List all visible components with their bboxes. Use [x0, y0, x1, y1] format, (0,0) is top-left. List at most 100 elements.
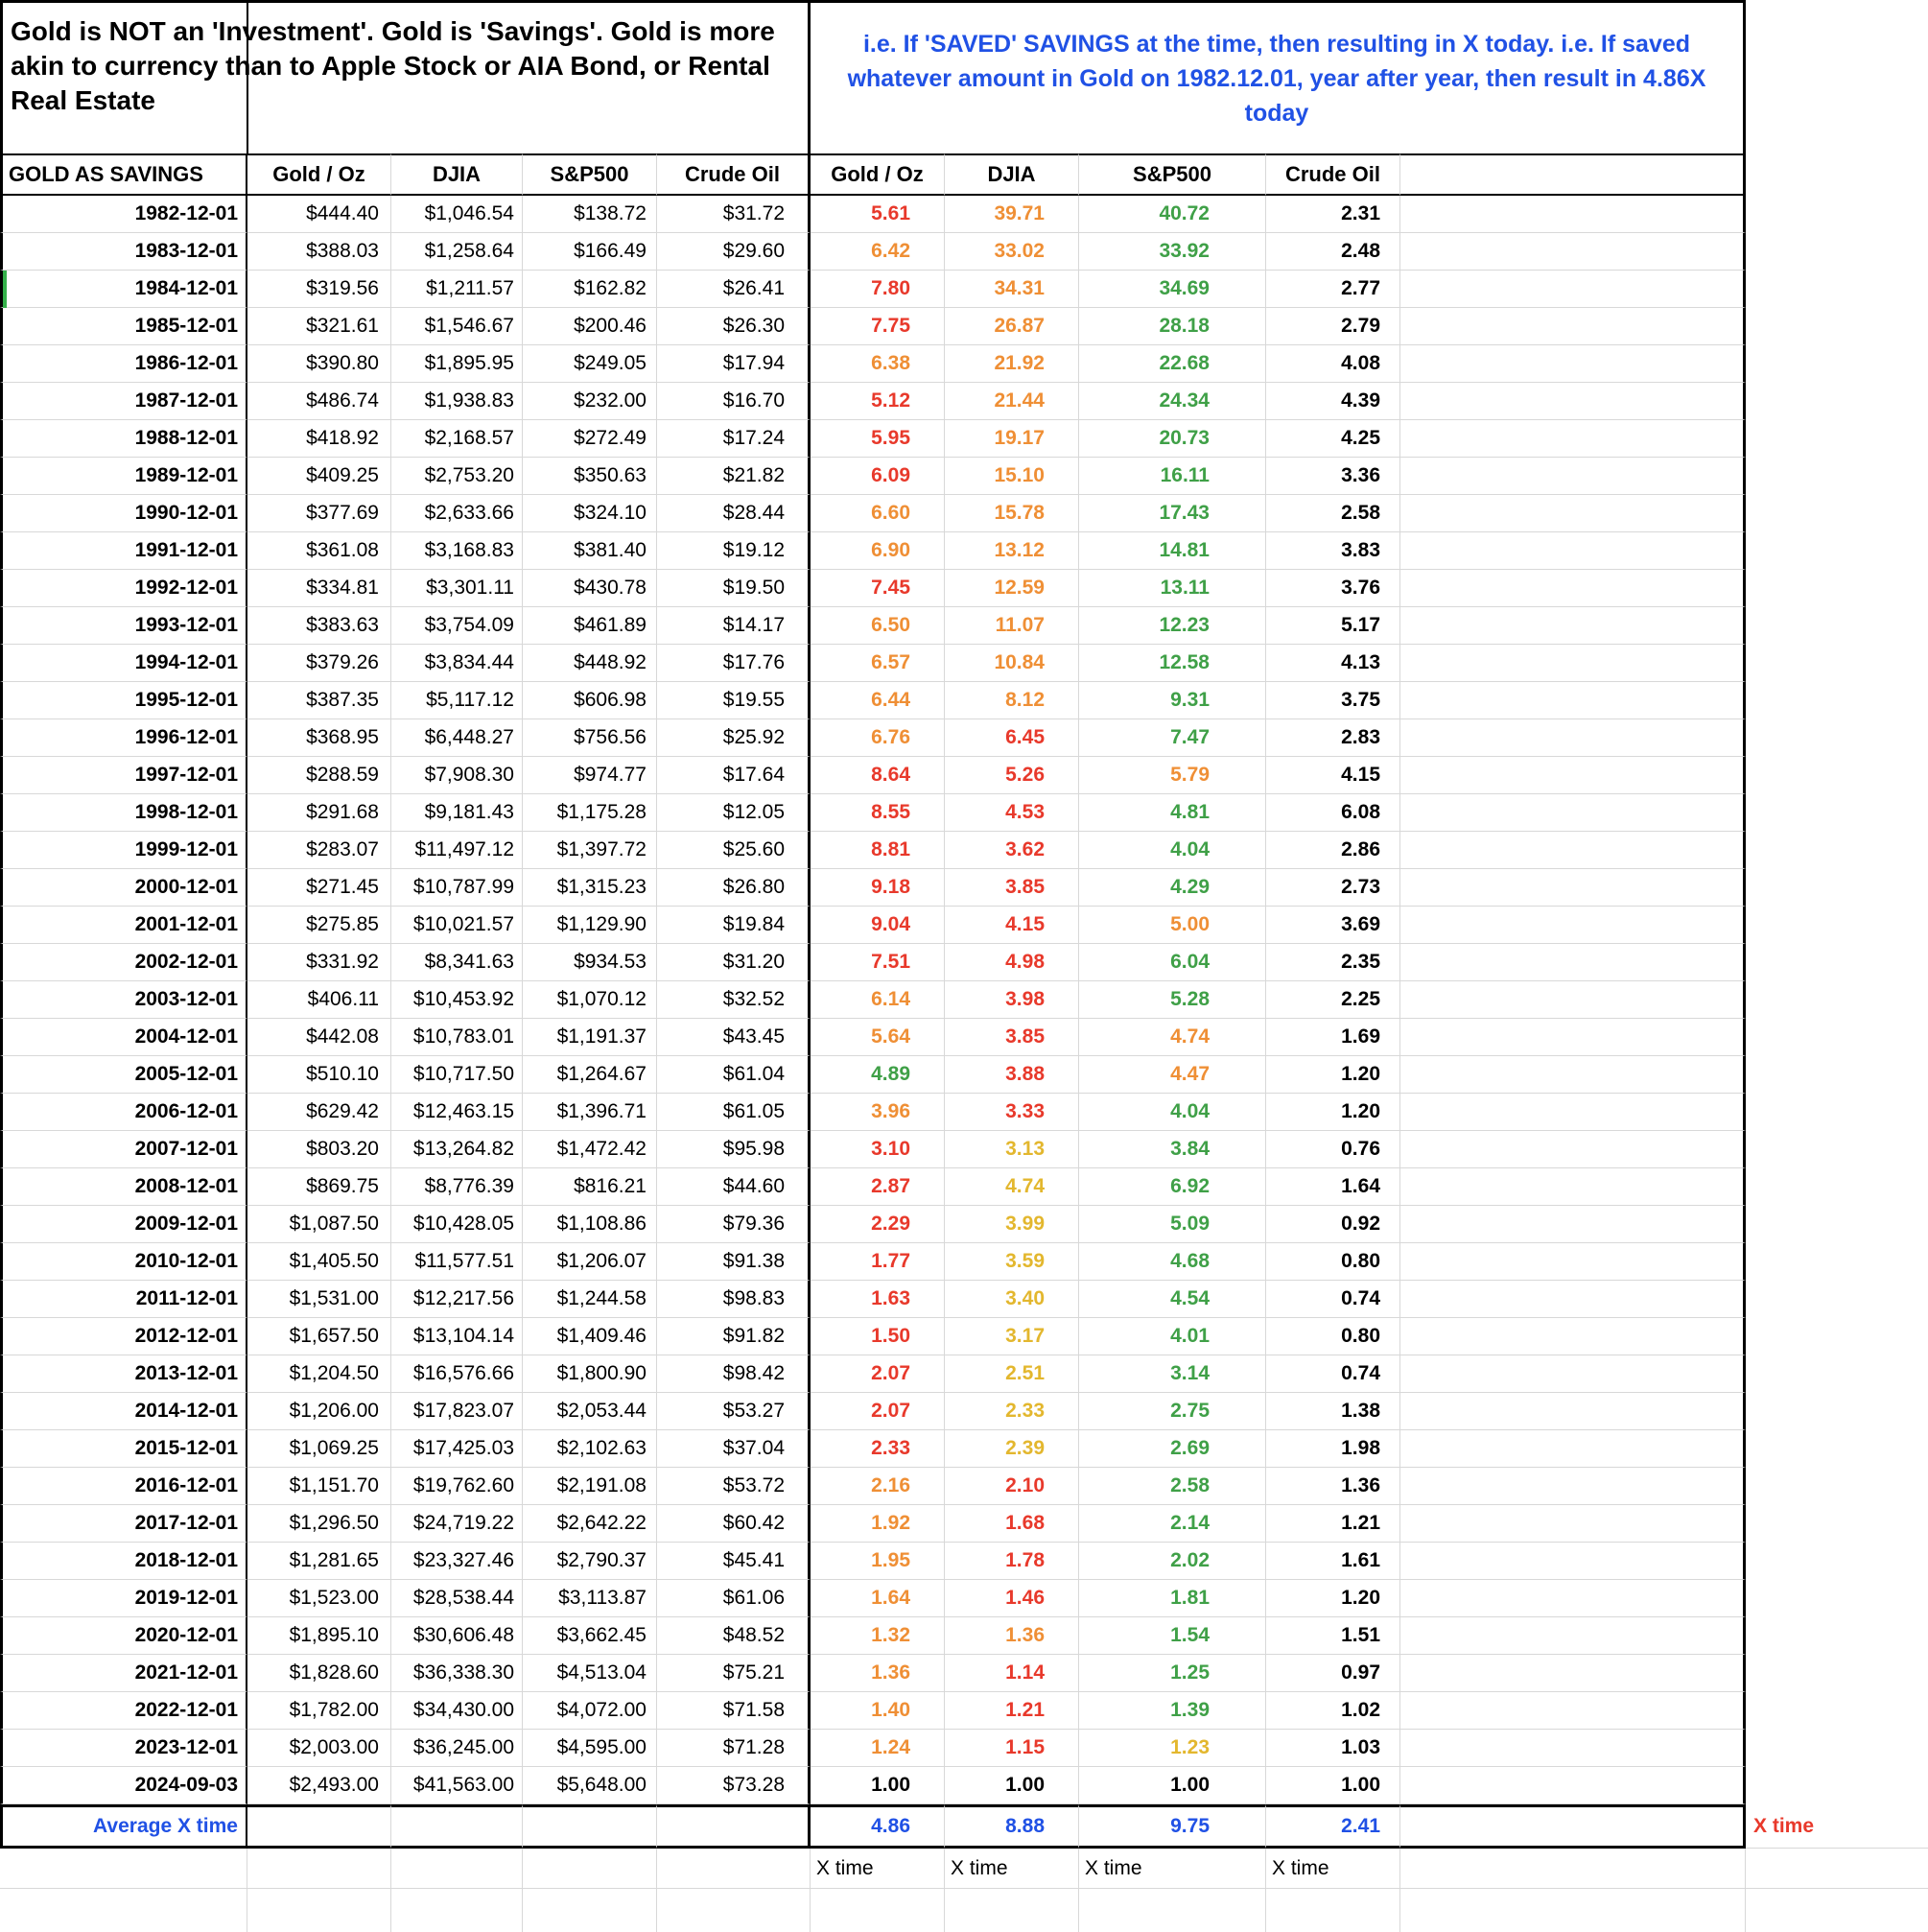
price-cell[interactable]: $13,104.14	[391, 1318, 523, 1355]
date-cell[interactable]: 2021-12-01	[0, 1655, 247, 1692]
price-cell[interactable]: $19.84	[657, 907, 811, 944]
x-multiple-cell[interactable]: 0.97	[1266, 1655, 1400, 1692]
price-cell[interactable]: $442.08	[247, 1019, 391, 1056]
x-multiple-cell[interactable]: 9.31	[1079, 682, 1266, 719]
price-cell[interactable]: $71.28	[657, 1730, 811, 1767]
price-cell[interactable]: $1,151.70	[247, 1468, 391, 1505]
price-cell[interactable]: $324.10	[523, 495, 657, 532]
x-multiple-cell[interactable]: 1.20	[1266, 1056, 1400, 1094]
x-multiple-cell[interactable]: 4.13	[1266, 645, 1400, 682]
price-cell[interactable]: $816.21	[523, 1168, 657, 1206]
x-multiple-cell[interactable]: 1.00	[1266, 1767, 1400, 1804]
x-multiple-cell[interactable]: 1.21	[945, 1692, 1079, 1730]
x-multiple-cell[interactable]: 6.08	[1266, 794, 1400, 832]
date-cell[interactable]: 2015-12-01	[0, 1430, 247, 1468]
x-multiple-cell[interactable]: 12.59	[945, 570, 1079, 607]
price-cell[interactable]: $45.41	[657, 1543, 811, 1580]
x-multiple-cell[interactable]: 17.43	[1079, 495, 1266, 532]
price-cell[interactable]: $7,908.30	[391, 757, 523, 794]
date-cell[interactable]: 2002-12-01	[0, 944, 247, 981]
x-multiple-cell[interactable]: 2.58	[1079, 1468, 1266, 1505]
price-cell[interactable]: $379.26	[247, 645, 391, 682]
x-multiple-cell[interactable]: 1.92	[811, 1505, 945, 1543]
price-cell[interactable]: $406.11	[247, 981, 391, 1019]
price-cell[interactable]: $41,563.00	[391, 1767, 523, 1804]
price-cell[interactable]: $1,070.12	[523, 981, 657, 1019]
price-cell[interactable]: $166.49	[523, 233, 657, 271]
price-cell[interactable]: $461.89	[523, 607, 657, 645]
date-cell[interactable]: 2023-12-01	[0, 1730, 247, 1767]
date-cell[interactable]: 2022-12-01	[0, 1692, 247, 1730]
price-cell[interactable]: $44.60	[657, 1168, 811, 1206]
x-multiple-cell[interactable]: 6.45	[945, 719, 1079, 757]
price-cell[interactable]: $444.40	[247, 196, 391, 233]
column-header-djia-price[interactable]: DJIA	[391, 153, 523, 196]
price-cell[interactable]: $1,087.50	[247, 1206, 391, 1243]
price-cell[interactable]: $10,021.57	[391, 907, 523, 944]
price-cell[interactable]: $1,175.28	[523, 794, 657, 832]
date-cell[interactable]: 1990-12-01	[0, 495, 247, 532]
date-cell[interactable]: 1987-12-01	[0, 383, 247, 420]
price-cell[interactable]: $319.56	[247, 271, 391, 308]
x-multiple-cell[interactable]: 24.34	[1079, 383, 1266, 420]
price-cell[interactable]: $2,053.44	[523, 1393, 657, 1430]
x-multiple-cell[interactable]: 40.72	[1079, 196, 1266, 233]
x-multiple-cell[interactable]: 1.78	[945, 1543, 1079, 1580]
column-header-crude-price[interactable]: Crude Oil	[657, 153, 811, 196]
x-multiple-cell[interactable]: 1.36	[945, 1617, 1079, 1655]
price-cell[interactable]: $1,409.46	[523, 1318, 657, 1355]
x-multiple-cell[interactable]: 2.35	[1266, 944, 1400, 981]
price-cell[interactable]: $79.36	[657, 1206, 811, 1243]
x-multiple-cell[interactable]: 20.73	[1079, 420, 1266, 458]
price-cell[interactable]: $8,341.63	[391, 944, 523, 981]
x-multiple-cell[interactable]: 1.81	[1079, 1580, 1266, 1617]
x-multiple-cell[interactable]: 34.69	[1079, 271, 1266, 308]
x-multiple-cell[interactable]: 4.98	[945, 944, 1079, 981]
price-cell[interactable]: $1,782.00	[247, 1692, 391, 1730]
price-cell[interactable]: $1,244.58	[523, 1281, 657, 1318]
price-cell[interactable]: $1,405.50	[247, 1243, 391, 1281]
price-cell[interactable]: $3,834.44	[391, 645, 523, 682]
date-cell[interactable]: 2007-12-01	[0, 1131, 247, 1168]
price-cell[interactable]: $3,168.83	[391, 532, 523, 570]
price-cell[interactable]: $2,642.22	[523, 1505, 657, 1543]
price-cell[interactable]: $60.42	[657, 1505, 811, 1543]
x-multiple-cell[interactable]: 3.85	[945, 1019, 1079, 1056]
price-cell[interactable]: $2,493.00	[247, 1767, 391, 1804]
date-cell[interactable]: 2016-12-01	[0, 1468, 247, 1505]
x-multiple-cell[interactable]: 4.47	[1079, 1056, 1266, 1094]
price-cell[interactable]: $138.72	[523, 196, 657, 233]
x-multiple-cell[interactable]: 21.92	[945, 345, 1079, 383]
price-cell[interactable]: $368.95	[247, 719, 391, 757]
date-cell[interactable]: 1985-12-01	[0, 308, 247, 345]
x-multiple-cell[interactable]: 4.68	[1079, 1243, 1266, 1281]
price-cell[interactable]: $34,430.00	[391, 1692, 523, 1730]
price-cell[interactable]: $430.78	[523, 570, 657, 607]
price-cell[interactable]: $1,296.50	[247, 1505, 391, 1543]
price-cell[interactable]: $73.28	[657, 1767, 811, 1804]
price-cell[interactable]: $24,719.22	[391, 1505, 523, 1543]
x-multiple-cell[interactable]: 5.09	[1079, 1206, 1266, 1243]
price-cell[interactable]: $803.20	[247, 1131, 391, 1168]
price-cell[interactable]: $377.69	[247, 495, 391, 532]
date-cell[interactable]: 1986-12-01	[0, 345, 247, 383]
price-cell[interactable]: $1,657.50	[247, 1318, 391, 1355]
date-cell[interactable]: 2009-12-01	[0, 1206, 247, 1243]
x-multiple-cell[interactable]: 19.17	[945, 420, 1079, 458]
x-multiple-cell[interactable]: 1.00	[945, 1767, 1079, 1804]
x-multiple-cell[interactable]: 7.45	[811, 570, 945, 607]
price-cell[interactable]: $21.82	[657, 458, 811, 495]
price-cell[interactable]: $12,463.15	[391, 1094, 523, 1131]
x-multiple-cell[interactable]: 28.18	[1079, 308, 1266, 345]
x-multiple-cell[interactable]: 1.20	[1266, 1580, 1400, 1617]
x-multiple-cell[interactable]: 2.25	[1266, 981, 1400, 1019]
x-multiple-cell[interactable]: 2.51	[945, 1355, 1079, 1393]
x-multiple-cell[interactable]: 1.95	[811, 1543, 945, 1580]
x-multiple-cell[interactable]: 2.14	[1079, 1505, 1266, 1543]
date-cell[interactable]: 2000-12-01	[0, 869, 247, 907]
date-cell[interactable]: 1997-12-01	[0, 757, 247, 794]
price-cell[interactable]: $19.55	[657, 682, 811, 719]
x-multiple-cell[interactable]: 16.11	[1079, 458, 1266, 495]
column-header-gold-price[interactable]: Gold / Oz	[247, 153, 391, 196]
x-multiple-cell[interactable]: 1.24	[811, 1730, 945, 1767]
